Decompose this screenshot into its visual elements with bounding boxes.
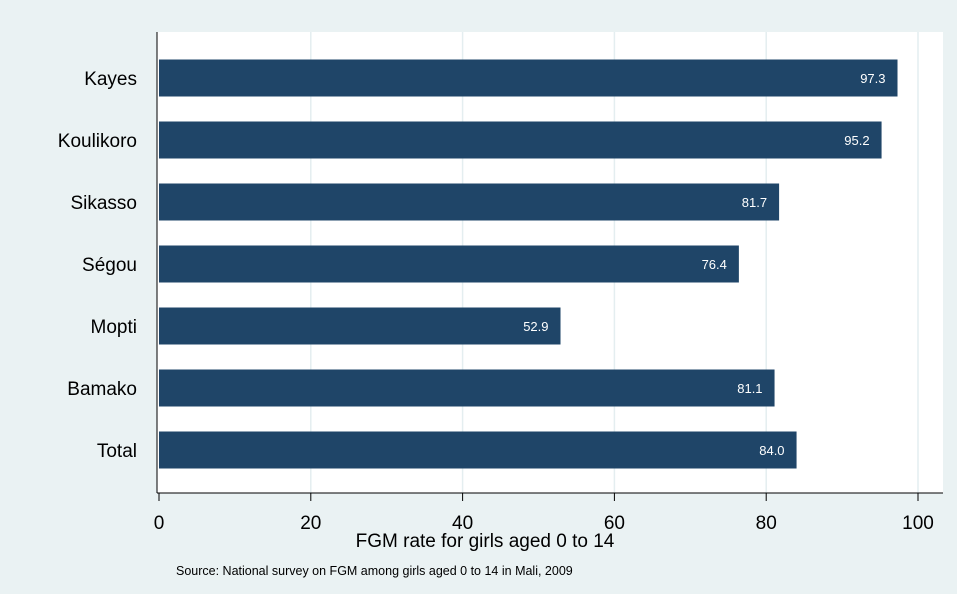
x-tick-label: 100 [902, 513, 934, 534]
category-labels: Kayes Koulikoro Sikasso Ségou Mopti Bamako Tot… [58, 69, 137, 462]
x-tick-label: 80 [756, 513, 777, 534]
bar-value-label: 52.9 [523, 319, 548, 334]
bars [159, 59, 898, 469]
bar-value-label: 76.4 [702, 257, 727, 272]
x-tick-label: 0 [154, 513, 165, 534]
category-label: Koulikoro [58, 131, 137, 152]
bar [159, 369, 775, 407]
bar [159, 59, 898, 97]
category-label: Mopti [91, 317, 137, 338]
bar [159, 431, 797, 469]
category-label: Kayes [84, 69, 137, 90]
category-label: Total [97, 441, 137, 462]
bar-value-label: 81.7 [742, 195, 767, 210]
x-tick-label: 60 [604, 513, 625, 534]
bar-value-label: 81.1 [737, 381, 762, 396]
bar-value-labels: 97.3 95.2 81.7 76.4 52.9 81.1 84.0 [523, 71, 885, 458]
category-label: Bamako [67, 379, 137, 400]
x-tick-label: 20 [300, 513, 321, 534]
bar-value-label: 95.2 [844, 133, 869, 148]
source-note: Source: National survey on FGM among gir… [176, 564, 573, 578]
bar-value-label: 97.3 [860, 71, 885, 86]
bar [159, 245, 739, 283]
bar [159, 121, 882, 159]
bar-value-label: 84.0 [759, 443, 784, 458]
category-label: Sikasso [70, 193, 137, 214]
bar [159, 307, 561, 345]
x-tick-label: 40 [452, 513, 473, 534]
x-axis-title: FGM rate for girls aged 0 to 14 [356, 531, 615, 552]
category-label: Ségou [82, 255, 137, 276]
x-axis-ticks: 0 20 40 60 80 100 [154, 493, 934, 534]
bar [159, 183, 780, 221]
